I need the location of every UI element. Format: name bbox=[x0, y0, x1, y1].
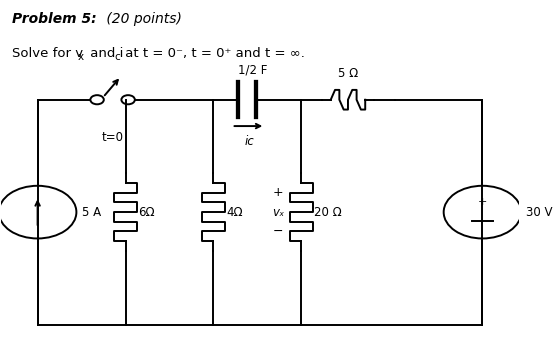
Text: +: + bbox=[273, 186, 284, 199]
Text: x: x bbox=[78, 52, 84, 62]
Text: (20 points): (20 points) bbox=[102, 12, 182, 26]
Text: iᴄ: iᴄ bbox=[245, 135, 254, 148]
Text: Problem 5:: Problem 5: bbox=[12, 12, 96, 26]
Text: 6Ω: 6Ω bbox=[138, 206, 155, 219]
Text: and i: and i bbox=[86, 47, 124, 60]
Text: vₓ: vₓ bbox=[272, 206, 284, 219]
Text: 30 V: 30 V bbox=[526, 206, 553, 219]
Text: −: − bbox=[273, 225, 283, 238]
Text: 5 A: 5 A bbox=[82, 206, 101, 219]
Text: 4Ω: 4Ω bbox=[226, 206, 243, 219]
Text: Solve for v: Solve for v bbox=[12, 47, 83, 60]
Text: t=0: t=0 bbox=[102, 131, 124, 144]
Text: c: c bbox=[114, 52, 120, 62]
Text: 5 Ω: 5 Ω bbox=[338, 67, 358, 80]
Text: +: + bbox=[478, 197, 487, 207]
Text: 1/2 F: 1/2 F bbox=[238, 64, 267, 77]
Text: at t = 0⁻, t = 0⁺ and t = ∞.: at t = 0⁻, t = 0⁺ and t = ∞. bbox=[122, 47, 305, 60]
Text: 20 Ω: 20 Ω bbox=[314, 206, 342, 219]
